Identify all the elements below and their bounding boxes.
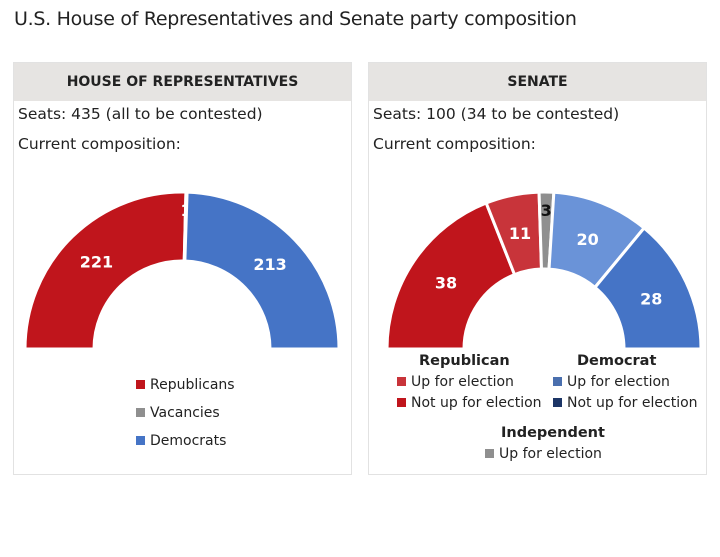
legend-republican: Republican Up for election Not up for el… <box>397 351 542 414</box>
page-title: U.S. House of Representatives and Senate… <box>14 8 577 30</box>
senate-header: SENATE <box>369 63 706 101</box>
legend-independent: Independent Up for election <box>485 423 605 465</box>
house-header: HOUSE OF REPRESENTATIVES <box>14 63 351 101</box>
swatch-icon <box>136 436 145 445</box>
legend-democrats: Democrats <box>136 427 235 455</box>
legend-label: Vacancies <box>150 405 220 421</box>
house-subtitle: Current composition: <box>18 135 181 153</box>
legend-vacancies: Vacancies <box>136 399 235 427</box>
legend-label: Republicans <box>150 377 235 393</box>
legend-heading: Independent <box>501 425 605 441</box>
swatch-icon <box>553 377 562 386</box>
donut-slice <box>183 190 341 351</box>
legend-label: Up for election <box>411 374 514 390</box>
senate-seats: Seats: 100 (34 to be contested) <box>373 105 620 123</box>
legend-label: Up for election <box>499 446 602 462</box>
swatch-icon <box>397 377 406 386</box>
senate-panel: SENATE Seats: 100 (34 to be contested) C… <box>368 62 707 475</box>
house-panel: HOUSE OF REPRESENTATIVES Seats: 435 (all… <box>13 62 352 475</box>
legend-label: Not up for election <box>567 395 698 411</box>
legend-label: Not up for election <box>411 395 542 411</box>
slice-value-label: 20 <box>576 230 598 249</box>
legend-label: Up for election <box>567 374 670 390</box>
donut-slice <box>385 201 517 351</box>
house-seats: Seats: 435 (all to be contested) <box>18 105 263 123</box>
swatch-icon <box>136 408 145 417</box>
slice-value-label: 213 <box>253 255 286 274</box>
senate-donut: 38 11 3 20 28 <box>385 190 703 351</box>
donut-slice <box>23 190 188 351</box>
legend-heading: Democrat <box>577 353 657 369</box>
house-legend: Republicans Vacancies Democrats <box>136 371 235 455</box>
swatch-icon <box>485 449 494 458</box>
donut-slice <box>592 225 703 351</box>
slice-value-label: 11 <box>509 224 531 243</box>
legend-label: Democrats <box>150 433 227 449</box>
slice-value-label: 3 <box>541 201 552 220</box>
legend-republicans: Republicans <box>136 371 235 399</box>
swatch-icon <box>397 398 406 407</box>
house-donut: 2211213 <box>23 190 341 351</box>
senate-subtitle: Current composition: <box>373 135 536 153</box>
slice-value-label: 221 <box>80 252 113 271</box>
legend-democrat: Democrat Up for election Not up for elec… <box>553 351 698 414</box>
swatch-icon <box>553 398 562 407</box>
slice-value-label: 28 <box>640 290 662 309</box>
slice-value-label: 38 <box>435 273 457 292</box>
legend-heading: Republican <box>419 353 510 369</box>
swatch-icon <box>136 380 145 389</box>
